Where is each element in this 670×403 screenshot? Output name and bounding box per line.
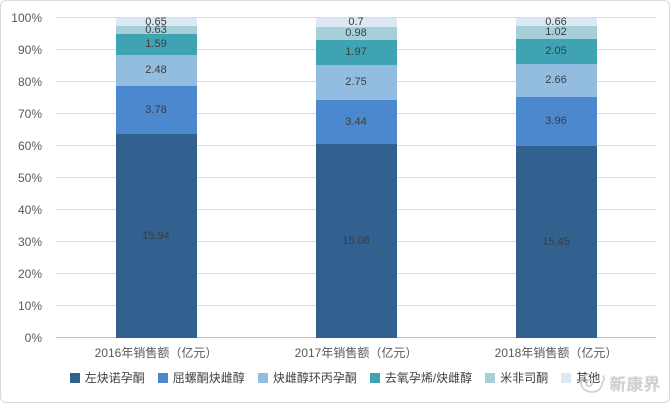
legend-item: 米非司酮: [485, 372, 548, 384]
watermark-text: 新康界: [609, 377, 661, 394]
xinkangjie-logo-icon: [580, 373, 605, 393]
x-axis-label: 2016年销售额（亿元）: [94, 346, 218, 360]
bar-segment: 15.94: [115, 134, 197, 338]
legend-item: 其他: [561, 372, 600, 384]
x-axis-label: 2018年销售额（亿元）: [494, 346, 618, 360]
bar-segment: 2.48: [115, 54, 197, 87]
bar-segment: 1.97: [315, 39, 397, 65]
legend-label: 炔雌醇环丙孕酮: [272, 371, 357, 385]
plot-area: 0.65 0.63 1.59 2.48 3.78 15.94 0.7 0.98 1.97 2.75…: [56, 15, 656, 338]
bar-segment: 15.45: [515, 146, 597, 338]
bar-segment: 2.66: [515, 64, 597, 98]
y-axis-tick: 80%: [17, 75, 42, 89]
bar-segment: 3.78: [115, 86, 197, 135]
bars-area: 0.65 0.63 1.59 2.48 3.78 15.94 0.7 0.98 1.97 2.75…: [56, 15, 656, 338]
segment-data-label: 0.98: [345, 26, 367, 39]
bar-segment: 0.66: [515, 15, 597, 28]
segment-data-label: 1.02: [545, 25, 567, 38]
bar-segment: 0.7: [315, 16, 397, 28]
y-axis-tick: 70%: [17, 107, 42, 121]
legend-label: 其他: [576, 371, 601, 385]
legend-item: 炔雌醇环丙孕酮: [257, 371, 357, 385]
legend-item: 屈螺酮炔雌醇: [157, 371, 245, 385]
y-axis-tick: 50%: [17, 171, 42, 185]
segment-data-label: 15.08: [342, 234, 370, 247]
bar-group: 0.7 0.98 1.97 2.75 3.44 15.08: [256, 16, 456, 338]
stacked-bar: 0.65 0.63 1.59 2.48 3.78 15.94: [115, 15, 197, 338]
bar-segment: 0.98: [315, 26, 397, 40]
segment-data-label: 1.97: [345, 45, 367, 58]
bar-segment: 0.63: [115, 23, 197, 36]
segment-data-label: 3.44: [345, 115, 367, 128]
y-axis-tick: 20%: [17, 267, 42, 281]
legend-swatch: [157, 373, 168, 383]
bar-segment: 15.08: [315, 144, 397, 338]
segment-data-label: 15.94: [142, 229, 170, 242]
legend: 左炔诺孕酮 屈螺酮炔雌醇 炔雌醇环丙孕酮 去氧孕烯/炔雌醇 米非司酮 其他: [1, 372, 669, 384]
segment-data-label: 2.75: [345, 76, 367, 89]
y-axis-tick: 30%: [17, 235, 42, 249]
legend-swatch: [69, 373, 80, 383]
segment-data-label: 0.7: [348, 16, 364, 28]
bar-segment: 2.75: [315, 64, 397, 101]
segment-data-label: 1.59: [145, 37, 167, 50]
segment-data-label: 3.78: [145, 103, 167, 116]
segment-data-label: 0.63: [145, 23, 167, 36]
bar-segment: 2.05: [515, 38, 597, 65]
legend-label: 去氧孕烯/炔雌醇: [384, 371, 473, 385]
y-axis-tick: 100%: [11, 11, 42, 25]
x-axis: 2016年销售额（亿元） 2017年销售额（亿元） 2018年销售额（亿元）: [56, 344, 656, 361]
legend-label: 米非司酮: [500, 371, 549, 385]
legend-item: 左炔诺孕酮: [69, 371, 145, 385]
segment-data-label: 0.65: [145, 15, 167, 28]
segment-data-label: 0.66: [545, 15, 567, 28]
segment-data-label: 15.45: [542, 235, 570, 248]
gridline: [56, 17, 656, 18]
y-axis-tick: 40%: [17, 203, 42, 217]
legend-swatch: [257, 373, 268, 383]
y-axis: 0% 10% 20% 30% 40% 50% 60% 70% 80% 90% 100%: [1, 12, 49, 344]
bar-segment: 0.65: [115, 15, 197, 28]
legend-swatch: [485, 373, 496, 383]
stacked-bar: 0.66 1.02 2.05 2.66 3.96 15.45: [515, 15, 597, 338]
bar-segment: 3.44: [315, 100, 397, 145]
legend-swatch: [369, 373, 380, 383]
legend-label: 左炔诺孕酮: [84, 371, 145, 385]
watermark: 新康界: [578, 371, 661, 395]
segment-data-label: 2.48: [145, 63, 167, 76]
x-axis-label: 2017年销售额（亿元）: [294, 346, 418, 360]
y-axis-tick: 10%: [17, 299, 42, 313]
legend-item: 去氧孕烯/炔雌醇: [369, 371, 473, 385]
y-axis-tick: 0%: [24, 331, 42, 345]
legend-swatch: [561, 373, 572, 383]
segment-data-label: 3.96: [545, 115, 567, 128]
y-axis-tick: 60%: [17, 139, 42, 153]
segment-data-label: 2.05: [545, 45, 567, 58]
bar-group: 0.66 1.02 2.05 2.66 3.96 15.45: [456, 15, 656, 338]
segment-data-label: 2.66: [545, 74, 567, 87]
bar-group: 0.65 0.63 1.59 2.48 3.78 15.94: [56, 15, 256, 338]
stacked-bar: 0.7 0.98 1.97 2.75 3.44 15.08: [315, 16, 397, 338]
y-axis-tick: 90%: [17, 43, 42, 57]
bar-segment: 3.96: [515, 97, 597, 147]
bar-segment: 1.02: [515, 25, 597, 39]
bar-segment: 1.59: [115, 34, 197, 55]
legend-label: 屈螺酮炔雌醇: [172, 371, 245, 385]
